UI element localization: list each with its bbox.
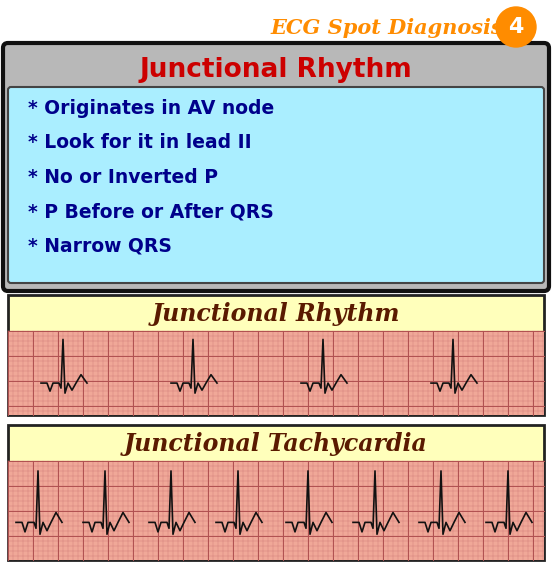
Text: * P Before or After QRS: * P Before or After QRS: [28, 202, 274, 221]
Bar: [8, 295, 544, 415]
FancyBboxPatch shape: [8, 87, 544, 283]
Text: * Narrow QRS: * Narrow QRS: [28, 236, 172, 256]
Circle shape: [496, 7, 536, 47]
Text: 4: 4: [508, 17, 524, 37]
Bar: [8, 331, 544, 415]
Text: * No or Inverted P: * No or Inverted P: [28, 168, 218, 187]
Text: * Originates in AV node: * Originates in AV node: [28, 99, 274, 117]
Text: Junctional Tachycardia: Junctional Tachycardia: [124, 432, 428, 456]
Text: Junctional Rhythm: Junctional Rhythm: [152, 302, 400, 326]
Text: * Look for it in lead II: * Look for it in lead II: [28, 133, 252, 152]
Text: ECG Spot Diagnosis: ECG Spot Diagnosis: [270, 18, 503, 38]
Bar: [8, 425, 544, 560]
Bar: [8, 461, 544, 560]
Text: Junctional Rhythm: Junctional Rhythm: [140, 57, 412, 83]
FancyBboxPatch shape: [3, 43, 549, 291]
